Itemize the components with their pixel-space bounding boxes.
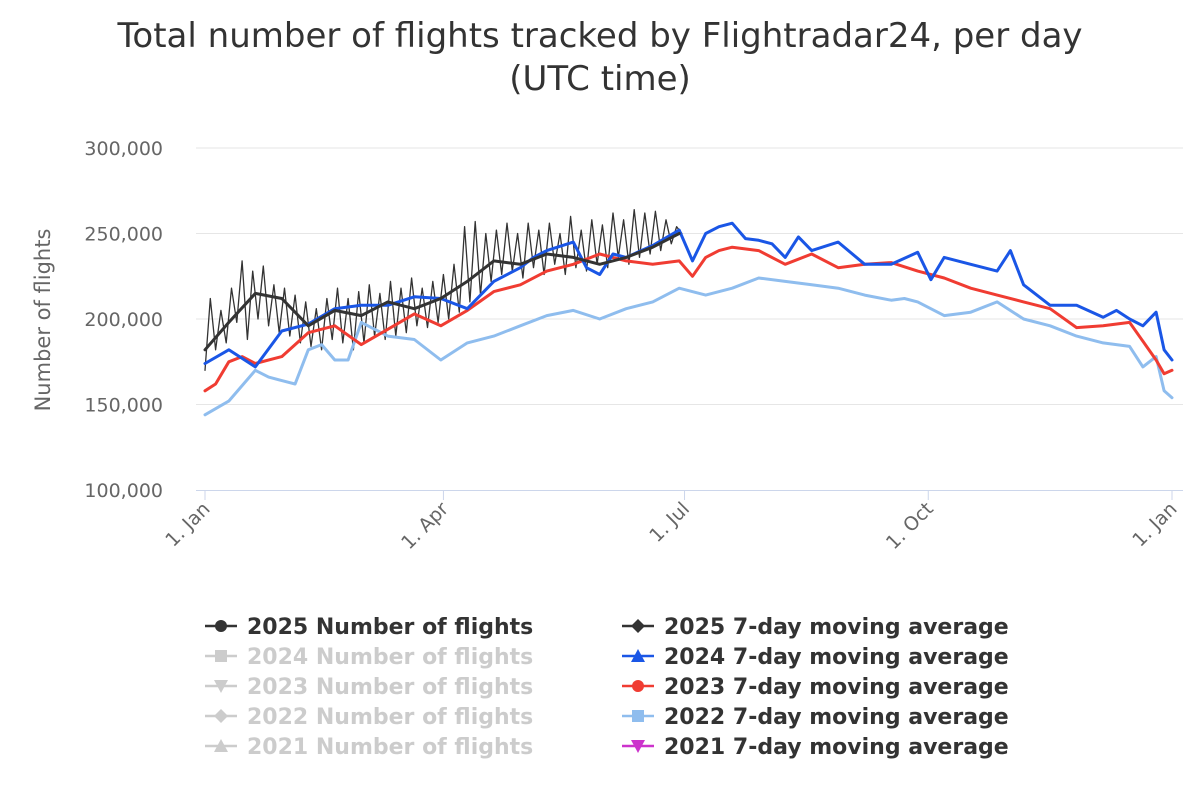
legend-item-2023-7-day-moving-average[interactable]: 2023 7-day moving average — [622, 675, 1009, 700]
legend-marker — [214, 709, 228, 723]
legend-marker — [631, 740, 645, 753]
x-tick-label: 1. Jul — [645, 498, 694, 547]
series-line-2025-7-day-moving-average — [203, 232, 681, 352]
legend-item-2024-7-day-moving-average[interactable]: 2024 7-day moving average — [622, 645, 1009, 670]
legend-label: 2025 7-day moving average — [664, 615, 1009, 640]
y-axis-labels: 100,000 150,000 200,000 250,000 300,000 — [84, 138, 163, 502]
legend-item-2025-number-of-flights[interactable]: 2025 Number of flights — [205, 615, 533, 640]
y-tick-label: 300,000 — [84, 138, 163, 160]
y-tick-label: 250,000 — [84, 224, 163, 246]
x-axis: 1. Jan 1. Apr 1. Jul 1. Oct 1. Jan — [161, 490, 1183, 554]
x-tick-label: 1. Jan — [1128, 498, 1181, 551]
legend-label: 2021 7-day moving average — [664, 735, 1009, 760]
legend-label: 2021 Number of flights — [247, 735, 533, 760]
legend-label: 2025 Number of flights — [247, 615, 533, 640]
legend-marker — [631, 649, 645, 662]
y-tick-label: 200,000 — [84, 309, 163, 331]
legend-label: 2023 7-day moving average — [664, 675, 1009, 700]
legend-marker — [215, 620, 227, 632]
x-tick-label: 1. Oct — [882, 498, 938, 554]
legend-marker — [214, 680, 228, 693]
plot-area — [203, 208, 1174, 417]
legend-label: 2024 7-day moving average — [664, 645, 1009, 670]
series-line-2023-7-day-moving-average — [203, 245, 1174, 393]
legend-marker — [215, 650, 227, 662]
chart-subtitle: (UTC time) — [509, 59, 691, 99]
series-line-2022-7-day-moving-average — [203, 276, 1174, 417]
legend-marker — [632, 680, 644, 692]
legend-item-2021-7-day-moving-average[interactable]: 2021 7-day moving average — [622, 735, 1009, 760]
y-tick-label: 100,000 — [84, 480, 163, 502]
legend-item-2025-7-day-moving-average[interactable]: 2025 7-day moving average — [622, 615, 1009, 640]
legend-item-2023-number-of-flights[interactable]: 2023 Number of flights — [205, 675, 533, 700]
legend-label: 2023 Number of flights — [247, 675, 533, 700]
legend-label: 2024 Number of flights — [247, 645, 533, 670]
legend-marker — [631, 619, 645, 633]
chart-title: Total number of flights tracked by Fligh… — [116, 16, 1082, 56]
series-line-2024-7-day-moving-average — [203, 221, 1174, 369]
legend-item-2022-7-day-moving-average[interactable]: 2022 7-day moving average — [622, 705, 1009, 730]
y-axis-title: Number of flights — [31, 229, 55, 412]
series-line-2025-number-of-flights — [204, 208, 683, 371]
legend: 2025 Number of flights 2024 Number of fli… — [205, 615, 1009, 760]
x-tick-label: 1. Jan — [161, 498, 214, 551]
y-gridlines — [196, 147, 1183, 405]
legend-label: 2022 7-day moving average — [664, 705, 1009, 730]
legend-item-2021-number-of-flights[interactable]: 2021 Number of flights — [205, 735, 533, 760]
legend-item-2024-number-of-flights[interactable]: 2024 Number of flights — [205, 645, 533, 670]
legend-marker — [214, 739, 228, 752]
y-tick-label: 150,000 — [84, 395, 163, 417]
legend-item-2022-number-of-flights[interactable]: 2022 Number of flights — [205, 705, 533, 730]
legend-label: 2022 Number of flights — [247, 705, 533, 730]
x-tick-label: 1. Apr — [397, 498, 453, 554]
legend-marker — [632, 710, 644, 722]
